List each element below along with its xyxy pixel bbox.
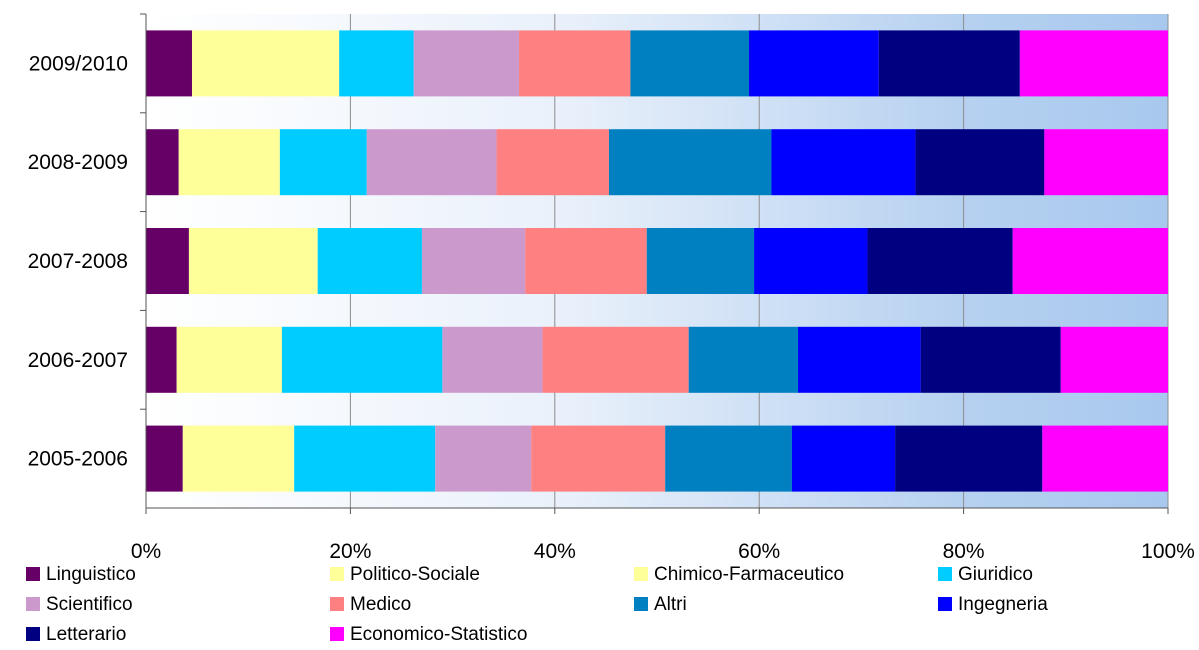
y-tick-label: 2009/2010: [29, 52, 128, 75]
x-tick-label: 40%: [534, 540, 576, 563]
legend-swatch: [26, 627, 40, 641]
axes: [140, 13, 1169, 514]
y-tick-label: 2008-2009: [28, 151, 128, 174]
bar-segment-medico: [519, 30, 631, 97]
x-tick-label: 80%: [943, 540, 985, 563]
legend-swatch: [330, 567, 344, 581]
bar-segment-economico-statistico: [1060, 326, 1168, 393]
bar-segment-medico: [496, 129, 609, 196]
legend-label: Medico: [350, 594, 411, 615]
legend-item: Ingegneria: [938, 594, 1048, 615]
bar-segment-altri: [688, 326, 799, 393]
bar-segment-politico-sociale: [182, 425, 295, 492]
legend-label: Economico-Statistico: [350, 624, 527, 645]
bar-segment-economico-statistico: [1012, 228, 1168, 294]
bar-segment-giuridico: [339, 30, 414, 97]
legend-item: Altri: [634, 594, 687, 615]
legend-swatch: [26, 567, 40, 581]
legend-label: Ingegneria: [958, 594, 1048, 615]
legend-label: Giuridico: [958, 564, 1033, 585]
legend-label: Politico-Sociale: [350, 564, 480, 585]
legend-swatch: [330, 597, 344, 611]
legend-item: Scientifico: [26, 594, 133, 615]
bar-segment-ingegneria: [748, 30, 879, 97]
bar-segment-ingegneria: [771, 129, 916, 196]
bar-segment-linguistico: [146, 326, 177, 393]
legend-item: Chimico-Farmaceutico: [634, 564, 844, 585]
x-tick-label: 20%: [329, 540, 371, 563]
legend-item: Giuridico: [938, 564, 1033, 585]
legend-swatch: [26, 597, 40, 611]
bar-segment-medico: [542, 326, 689, 393]
bar-segment-economico-statistico: [1042, 425, 1168, 492]
bar-segment-giuridico: [317, 228, 422, 294]
bar-segment-linguistico: [146, 30, 192, 97]
bar-segment-giuridico: [281, 326, 443, 393]
x-tick-label: 100%: [1141, 540, 1195, 563]
bar-segment-giuridico: [279, 129, 367, 196]
legend-item: Letterario: [26, 624, 126, 645]
legend-item: Medico: [330, 594, 411, 615]
bar-segment-medico: [531, 425, 666, 492]
bar-segment-altri: [646, 228, 755, 294]
bar-segment-altri: [608, 129, 772, 196]
bar-segment-scientifico: [442, 326, 543, 393]
bar-segment-politico-sociale: [178, 129, 280, 196]
bar-segment-letterario: [920, 326, 1061, 393]
legend-label: Letterario: [46, 624, 126, 645]
legend-swatch: [938, 567, 952, 581]
y-tick-label: 2006-2007: [28, 349, 128, 372]
legend-item: Politico-Sociale: [330, 564, 480, 585]
bar-segment-linguistico: [146, 425, 183, 492]
bar-segment-letterario: [915, 129, 1045, 196]
bar-segment-economico-statistico: [1019, 30, 1168, 97]
legend-swatch: [938, 597, 952, 611]
x-tick-label: 0%: [131, 540, 161, 563]
y-tick-label: 2005-2006: [28, 448, 128, 471]
bar-segment-linguistico: [146, 228, 189, 294]
bar-segment-politico-sociale: [176, 326, 282, 393]
legend-swatch: [634, 597, 648, 611]
legend: Linguistico Politico-Sociale Chimico-Farma…: [26, 564, 1048, 645]
bar-segment-letterario: [895, 425, 1043, 492]
bar-segment-ingegneria: [754, 228, 868, 294]
bar-segment-medico: [525, 228, 647, 294]
bar-segment-scientifico: [366, 129, 497, 196]
tick-labels: 0% 20% 40% 60% 80% 100% 2009/2010 2008-2009 2007…: [28, 52, 1195, 563]
bar-segment-altri: [665, 425, 792, 492]
bar-segment-politico-sociale: [191, 30, 340, 97]
y-tick-label: 2007-2008: [28, 250, 128, 273]
bar-segment-giuridico: [294, 425, 436, 492]
bar-segment-economico-statistico: [1044, 129, 1168, 196]
bar-segment-ingegneria: [791, 425, 896, 492]
legend-item: Linguistico: [26, 564, 136, 585]
bar-segment-scientifico: [435, 425, 532, 492]
bar-segment-letterario: [867, 228, 1013, 294]
legend-label: Linguistico: [46, 564, 136, 585]
bar-segment-linguistico: [146, 129, 179, 196]
legend-label: Scientifico: [46, 594, 133, 615]
legend-label: Altri: [654, 594, 687, 615]
bar-segment-politico-sociale: [188, 228, 318, 294]
bar-segment-scientifico: [413, 30, 520, 97]
legend-swatch: [634, 567, 648, 581]
legend-swatch: [330, 627, 344, 641]
legend-label: Chimico-Farmaceutico: [654, 564, 844, 585]
x-tick-label: 60%: [738, 540, 780, 563]
bar-segment-scientifico: [421, 228, 526, 294]
legend-item: Economico-Statistico: [330, 624, 527, 645]
bars: [146, 30, 1168, 492]
bar-segment-ingegneria: [798, 326, 921, 393]
bar-segment-altri: [630, 30, 749, 97]
bar-segment-letterario: [878, 30, 1020, 97]
